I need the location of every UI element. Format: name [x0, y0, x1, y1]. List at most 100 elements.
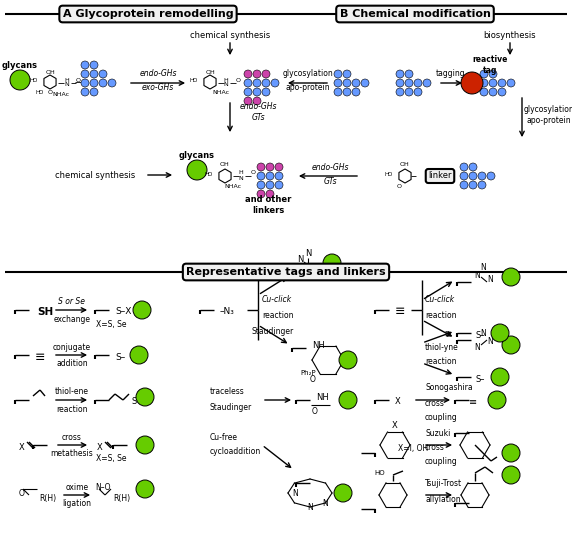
- Text: O: O: [19, 489, 25, 498]
- Text: R(H): R(H): [113, 494, 130, 503]
- Circle shape: [99, 70, 107, 78]
- Text: HO: HO: [190, 77, 198, 82]
- Text: biosynthesis: biosynthesis: [484, 31, 537, 39]
- Circle shape: [396, 79, 404, 87]
- Circle shape: [266, 181, 274, 189]
- Text: N: N: [310, 262, 316, 271]
- Text: reaction: reaction: [262, 310, 293, 320]
- Circle shape: [81, 79, 89, 87]
- Circle shape: [491, 324, 509, 342]
- Circle shape: [489, 70, 497, 78]
- Circle shape: [480, 79, 488, 87]
- Text: S–X: S–X: [115, 307, 132, 316]
- Text: addition: addition: [56, 360, 88, 369]
- Text: S–: S–: [475, 330, 484, 340]
- Circle shape: [487, 172, 495, 180]
- Text: N–O: N–O: [95, 483, 110, 492]
- Circle shape: [99, 79, 107, 87]
- Circle shape: [133, 301, 151, 319]
- Text: apo-protein: apo-protein: [285, 83, 330, 92]
- Text: Sonogashira: Sonogashira: [425, 384, 472, 393]
- Circle shape: [253, 70, 261, 78]
- Text: coupling: coupling: [425, 456, 458, 465]
- Text: thiol-yne: thiol-yne: [425, 342, 459, 351]
- Text: and other
linkers: and other linkers: [245, 195, 291, 215]
- Circle shape: [257, 190, 265, 198]
- Text: X: X: [392, 420, 398, 429]
- Text: B Chemical modification: B Chemical modification: [340, 9, 490, 19]
- Text: allylation: allylation: [425, 494, 460, 504]
- Text: N: N: [305, 250, 311, 259]
- Text: X: X: [395, 398, 401, 406]
- Text: N: N: [297, 256, 303, 265]
- Text: X: X: [19, 443, 25, 451]
- Text: SH: SH: [37, 307, 53, 317]
- Circle shape: [489, 79, 497, 87]
- Circle shape: [244, 79, 252, 87]
- Circle shape: [244, 70, 252, 78]
- Text: HO: HO: [384, 172, 393, 177]
- Text: conjugate: conjugate: [53, 342, 91, 351]
- Text: endo-GHs: endo-GHs: [311, 162, 349, 171]
- Text: N: N: [474, 271, 480, 280]
- Circle shape: [343, 88, 351, 96]
- Circle shape: [90, 88, 98, 96]
- Text: N: N: [224, 82, 228, 87]
- Text: X=S, Se: X=S, Se: [96, 454, 126, 464]
- Text: Suzuki: Suzuki: [425, 429, 450, 438]
- Text: NH: NH: [312, 341, 325, 350]
- Circle shape: [502, 444, 520, 462]
- Circle shape: [136, 388, 154, 406]
- Text: cross: cross: [62, 433, 82, 441]
- Circle shape: [507, 79, 515, 87]
- Circle shape: [275, 172, 283, 180]
- Polygon shape: [44, 75, 56, 89]
- Text: coupling: coupling: [425, 413, 458, 421]
- Circle shape: [187, 160, 207, 180]
- Text: ligation: ligation: [62, 499, 92, 509]
- Text: O: O: [47, 91, 53, 96]
- Circle shape: [262, 70, 270, 78]
- Circle shape: [414, 88, 422, 96]
- Text: reaction: reaction: [425, 358, 456, 366]
- Text: H: H: [65, 77, 69, 82]
- Text: traceless: traceless: [210, 388, 245, 396]
- Circle shape: [244, 88, 252, 96]
- Text: N: N: [65, 82, 69, 87]
- Text: glycosylation: glycosylation: [283, 70, 333, 78]
- Circle shape: [502, 268, 520, 286]
- Text: GTs: GTs: [323, 177, 337, 186]
- Circle shape: [469, 181, 477, 189]
- Text: oxime: oxime: [65, 483, 89, 492]
- Circle shape: [323, 254, 341, 272]
- Circle shape: [257, 181, 265, 189]
- Circle shape: [414, 79, 422, 87]
- Circle shape: [90, 79, 98, 87]
- Text: endo-GHs
GTs: endo-GHs GTs: [239, 102, 277, 122]
- Circle shape: [498, 88, 506, 96]
- Text: reaction: reaction: [425, 310, 456, 320]
- Text: N: N: [292, 489, 298, 498]
- Circle shape: [502, 336, 520, 354]
- Text: X=I, OH: X=I, OH: [398, 444, 428, 454]
- Circle shape: [405, 88, 413, 96]
- Polygon shape: [399, 169, 411, 183]
- Circle shape: [498, 79, 506, 87]
- Circle shape: [275, 163, 283, 171]
- Text: endo-GHs: endo-GHs: [139, 70, 177, 78]
- Text: chemical synthesis: chemical synthesis: [55, 171, 135, 180]
- Text: S: S: [131, 396, 136, 405]
- Text: O: O: [236, 77, 240, 82]
- Text: R(H): R(H): [39, 494, 56, 503]
- Text: Cu-click: Cu-click: [425, 295, 455, 305]
- Circle shape: [81, 70, 89, 78]
- Text: S or Se: S or Se: [58, 297, 85, 306]
- Circle shape: [130, 346, 148, 364]
- Text: O: O: [76, 77, 81, 82]
- Circle shape: [334, 88, 342, 96]
- Text: thiol-ene: thiol-ene: [55, 388, 89, 396]
- Text: Tsuji-Trost: Tsuji-Trost: [425, 479, 462, 488]
- Text: S–: S–: [475, 375, 484, 384]
- Circle shape: [253, 79, 261, 87]
- Text: cross: cross: [425, 443, 445, 451]
